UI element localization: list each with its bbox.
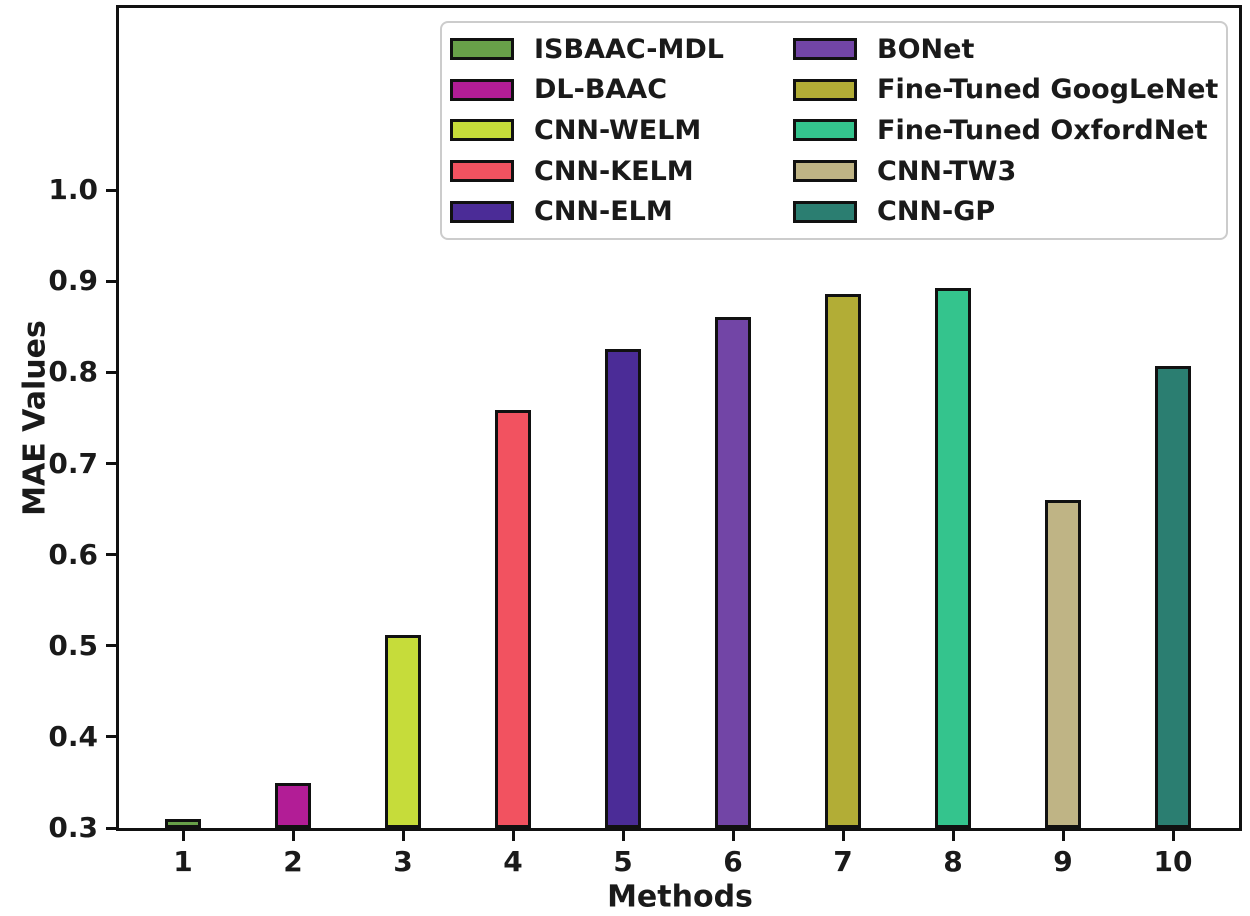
y-tick-label: 0.8 — [48, 355, 98, 389]
bar-method-3 — [385, 634, 421, 828]
legend-swatch-icon — [450, 200, 514, 223]
y-tick-mark — [106, 826, 116, 830]
y-tick-label: 0.3 — [48, 811, 98, 844]
x-tick-mark — [951, 831, 955, 841]
legend-swatch-icon — [793, 78, 857, 101]
legend-item-4: CNN-KELM — [450, 156, 793, 187]
legend-item-1: ISBAAC-MDL — [450, 34, 793, 65]
legend-swatch-icon — [793, 200, 857, 223]
legend-label: Fine-Tuned OxfordNet — [877, 114, 1208, 146]
x-tick-mark — [1061, 831, 1065, 841]
bars-layer — [119, 8, 1239, 828]
bar-method-5 — [605, 348, 641, 828]
legend-swatch-icon — [450, 119, 514, 142]
legend-swatch-icon — [793, 119, 857, 142]
x-tick-label: 2 — [283, 845, 303, 878]
y-tick-mark — [106, 370, 116, 374]
y-tick-mark — [106, 735, 116, 739]
legend-label: BONet — [877, 33, 975, 65]
x-tick-label: 7 — [833, 845, 853, 878]
bar-method-7 — [825, 294, 861, 828]
legend-item-9: CNN-TW3 — [793, 156, 1218, 187]
bar-method-10 — [1155, 366, 1191, 828]
y-tick-mark — [106, 553, 116, 557]
y-tick-label: 0.4 — [48, 719, 98, 753]
bar-method-2 — [275, 783, 311, 828]
legend-swatch-icon — [793, 160, 857, 183]
x-tick-mark — [291, 831, 295, 841]
x-tick-mark — [511, 831, 515, 841]
legend-item-7: Fine-Tuned GoogLeNet — [793, 74, 1218, 105]
legend-label: ISBAAC-MDL — [534, 33, 724, 65]
y-axis-label: MAE Values — [17, 320, 53, 516]
x-tick-mark — [731, 831, 735, 841]
legend-label: CNN-KELM — [534, 155, 694, 187]
legend-item-10: CNN-GP — [793, 196, 1218, 227]
legend-label: CNN-TW3 — [877, 155, 1017, 187]
bar-method-6 — [715, 316, 751, 828]
x-tick-label: 4 — [503, 845, 523, 878]
y-tick-mark — [106, 279, 116, 283]
legend-label: Fine-Tuned GoogLeNet — [877, 74, 1219, 106]
x-tick-mark — [181, 831, 185, 841]
legend-label: CNN-ELM — [534, 196, 673, 228]
y-tick-mark — [106, 644, 116, 648]
y-tick-mark — [106, 462, 116, 466]
legend-item-5: CNN-ELM — [450, 196, 793, 227]
bar-method-1 — [165, 818, 201, 828]
legend-label: CNN-GP — [877, 196, 996, 228]
x-tick-label: 10 — [1153, 845, 1193, 878]
legend-item-2: DL-BAAC — [450, 74, 793, 105]
x-tick-mark — [1171, 831, 1175, 841]
y-tick-label: 0.9 — [48, 264, 98, 298]
x-tick-mark — [841, 831, 845, 841]
y-tick-label: 0.7 — [48, 446, 98, 480]
y-tick-mark — [106, 188, 116, 192]
legend-label: DL-BAAC — [534, 74, 668, 106]
x-tick-label: 1 — [173, 845, 193, 878]
x-tick-label: 8 — [943, 845, 963, 878]
legend: ISBAAC-MDL DL-BAAC CNN-WELM CNN-KELM CNN-ELM… — [440, 21, 1228, 240]
y-tick-label: 0.5 — [48, 628, 98, 662]
legend-item-6: BONet — [793, 34, 1218, 65]
legend-swatch-icon — [450, 160, 514, 183]
x-tick-label: 5 — [613, 845, 633, 878]
legend-swatch-icon — [450, 38, 514, 61]
legend-item-3: CNN-WELM — [450, 115, 793, 146]
legend-item-8: Fine-Tuned OxfordNet — [793, 115, 1218, 146]
bar-method-9 — [1045, 500, 1081, 828]
x-tick-label: 6 — [723, 845, 743, 878]
x-tick-label: 9 — [1053, 845, 1073, 878]
legend-label: CNN-WELM — [534, 114, 702, 146]
x-tick-mark — [401, 831, 405, 841]
bar-method-8 — [935, 287, 971, 828]
y-tick-label: 1.0 — [48, 173, 98, 207]
x-tick-label: 3 — [393, 845, 413, 878]
legend-swatch-icon — [450, 78, 514, 101]
x-tick-mark — [621, 831, 625, 841]
bar-method-4 — [495, 409, 531, 828]
x-axis-label: Methods — [607, 879, 753, 915]
legend-swatch-icon — [793, 38, 857, 61]
y-tick-label: 0.6 — [48, 537, 98, 571]
